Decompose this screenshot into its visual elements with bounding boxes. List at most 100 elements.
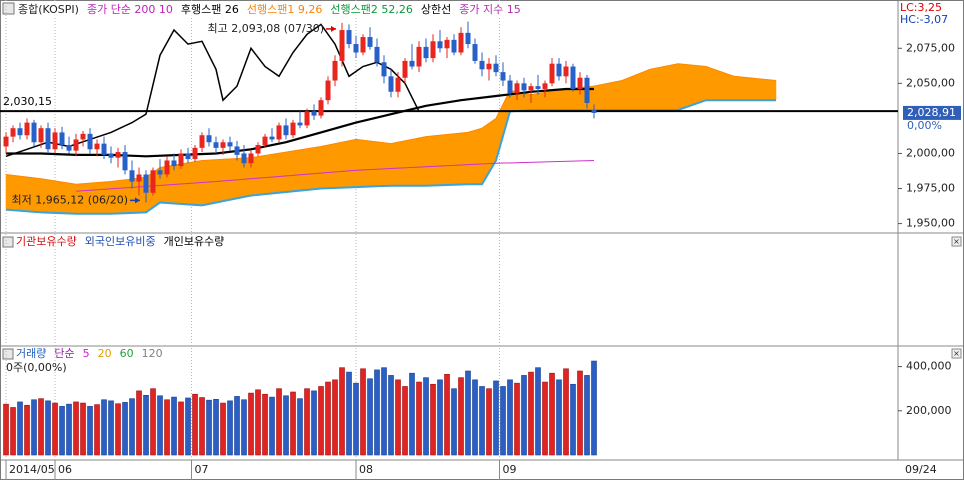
candle-body — [262, 136, 268, 146]
candle-body — [325, 80, 331, 101]
candle-body — [542, 83, 548, 89]
cloud-area — [425, 132, 469, 186]
candle-body — [304, 111, 310, 126]
candle-body — [374, 46, 380, 63]
volume-bar — [507, 379, 513, 456]
volume-bar — [472, 379, 478, 456]
candle-body — [360, 37, 366, 53]
candle-body — [108, 153, 114, 158]
close-button[interactable] — [951, 236, 962, 247]
volume-bar — [353, 382, 359, 456]
cloud-area — [649, 63, 679, 111]
candle-body — [52, 132, 58, 150]
volume-bar — [563, 368, 569, 456]
current-price-box — [903, 105, 961, 120]
candle-body — [94, 143, 100, 150]
candle-body — [535, 86, 541, 89]
volume-bar — [290, 391, 296, 456]
candle-body — [388, 76, 394, 92]
y-tick-label: 1,975,00 — [906, 182, 955, 195]
x-tick-label: 06 — [58, 463, 72, 476]
panel-checkbox[interactable] — [2, 2, 15, 15]
candle-body — [220, 142, 226, 148]
volume-bar — [570, 383, 576, 456]
candle-body — [185, 153, 191, 160]
close-icon: × — [953, 237, 960, 246]
current-price-label: 2,028,91 — [907, 106, 956, 119]
candle-body — [171, 160, 177, 167]
candle-body — [24, 122, 30, 136]
candle-body — [10, 128, 16, 137]
volume-bar — [192, 393, 198, 456]
panel-checkbox[interactable] — [2, 348, 14, 360]
candle-body — [521, 83, 527, 91]
candle-body — [101, 143, 107, 155]
volume-bar — [31, 399, 37, 456]
legend-entry: 외국인보유비중 — [85, 235, 156, 248]
candle-body — [381, 62, 387, 77]
y-tick-label: 1,950,00 — [906, 217, 955, 230]
panel-checkbox[interactable] — [2, 236, 14, 248]
candle-body — [430, 41, 436, 59]
candle-body — [276, 125, 282, 140]
volume-bar — [479, 386, 485, 456]
candle-body — [66, 145, 72, 151]
legend-bg — [15, 1, 585, 18]
x-tick-label: 08 — [359, 463, 373, 476]
candle-body — [115, 152, 121, 158]
close-button[interactable] — [951, 348, 962, 359]
volume-bar — [395, 379, 401, 456]
candle-body — [346, 30, 352, 45]
volume-bar — [206, 399, 212, 456]
volume-bar — [577, 370, 583, 456]
volume-bar — [129, 398, 135, 456]
legend-entry: 후행스팬 26 — [181, 3, 239, 16]
volume-bar — [80, 402, 86, 456]
volume-bar — [528, 371, 534, 456]
candle-body — [479, 60, 485, 70]
legend-entry: 선행스팬1 9,26 — [247, 3, 322, 16]
candle-body — [465, 32, 471, 45]
volume-bar — [248, 392, 254, 456]
volume-bar — [346, 371, 352, 456]
volume-bar — [423, 377, 429, 456]
volume-bar — [122, 402, 128, 456]
candle-body — [248, 153, 254, 164]
volume-bar — [444, 374, 450, 456]
candle-body — [87, 133, 93, 150]
legend-entry: 거래량 — [16, 347, 46, 360]
volume-bar — [437, 379, 443, 456]
volume-bar — [276, 388, 282, 456]
volume-bar — [115, 403, 121, 456]
close-icon: × — [953, 349, 960, 358]
volume-bar — [87, 406, 93, 456]
legend-entry: 60 — [120, 347, 134, 360]
candle-body — [213, 142, 219, 148]
reference-label: 2,030,15 — [3, 95, 52, 108]
candle-body — [290, 122, 296, 136]
candle-body — [514, 83, 520, 94]
candle-body — [241, 153, 247, 164]
volume-unit: 0주(0,00%) — [6, 361, 67, 374]
candle-body — [318, 100, 324, 116]
annotation-arrowhead — [331, 25, 337, 32]
volume-bar — [514, 382, 520, 456]
annotation-arrowhead — [135, 197, 141, 204]
y-tick-label: 200,000 — [906, 404, 952, 417]
candle-body — [311, 111, 317, 116]
volume-bar — [339, 367, 345, 456]
volume-bar — [185, 397, 191, 456]
volume-bar — [332, 379, 338, 456]
legend-entry: 20 — [98, 347, 112, 360]
indicator-line — [75, 160, 595, 192]
volume-bar — [101, 399, 107, 456]
volume-bar — [24, 404, 30, 456]
legend-entry: 5 — [83, 347, 90, 360]
lc-label: LC:3,25 — [900, 1, 942, 14]
candle-body — [577, 77, 583, 89]
volume-bar — [150, 388, 156, 456]
volume-bar — [402, 386, 408, 456]
volume-bar — [584, 375, 590, 456]
volume-bar — [549, 372, 555, 456]
